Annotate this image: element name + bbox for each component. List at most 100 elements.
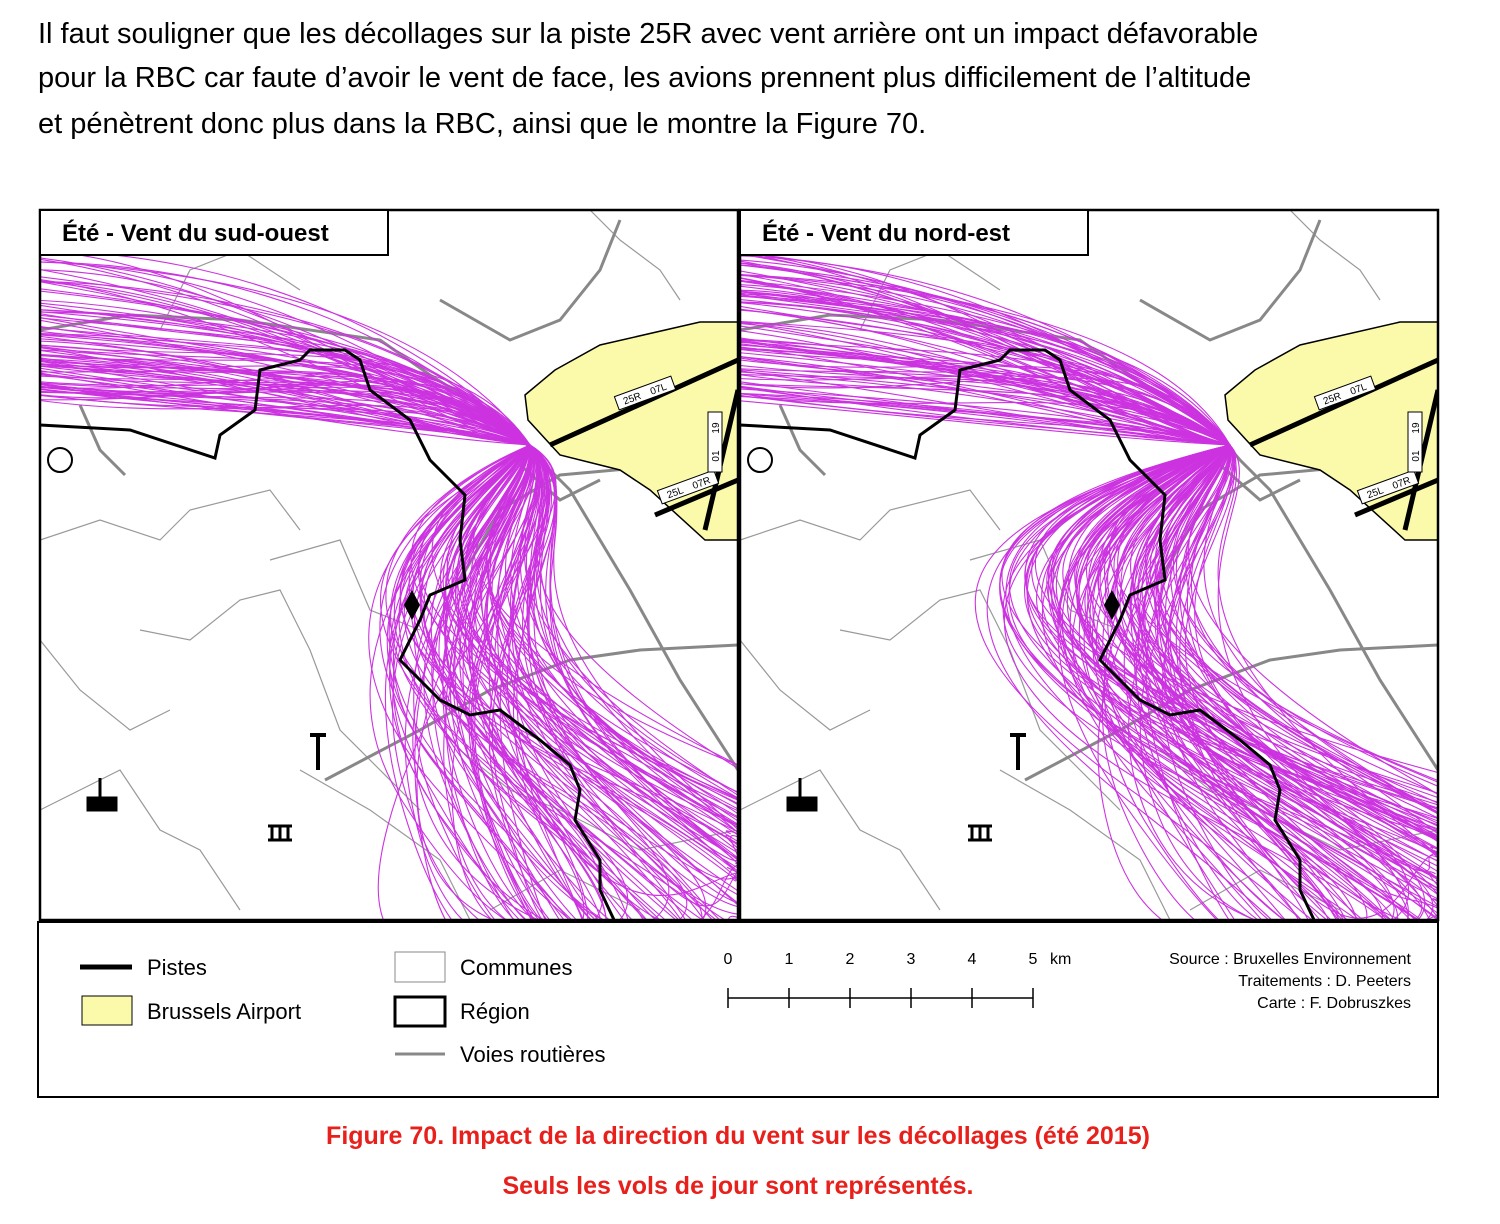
flight-track	[740, 291, 1231, 446]
flight-track	[1113, 444, 1438, 842]
scale-label: 4	[968, 951, 977, 968]
flight-track	[1078, 444, 1344, 920]
commune-border	[159, 249, 301, 331]
flight-track	[1097, 444, 1231, 920]
icon	[968, 824, 992, 842]
commune-border	[589, 210, 681, 301]
flight-track	[1069, 444, 1300, 920]
flight-track	[418, 444, 738, 826]
credit-line: Carte : F. Dobruszkes	[1257, 995, 1411, 1012]
runway-label-box	[707, 411, 723, 473]
flight-track	[379, 444, 570, 920]
flight-track	[528, 444, 738, 861]
flight-track	[740, 383, 1231, 446]
flight-track	[740, 339, 1231, 446]
commune-border	[139, 589, 421, 811]
flight-track	[740, 250, 1231, 446]
flight-track	[412, 444, 738, 846]
flight-track	[510, 444, 738, 801]
runway-label-text: 01	[1411, 450, 1422, 462]
flight-track	[1132, 444, 1438, 857]
flight-track	[1095, 444, 1314, 920]
flight-track	[483, 444, 629, 920]
paragraph-line: Il faut souligner que les décollages sur…	[38, 18, 1259, 50]
commune-border	[740, 489, 1001, 541]
flight-track	[1075, 444, 1399, 920]
flight-track	[740, 356, 1231, 446]
flight-track	[431, 444, 561, 920]
flight-track	[740, 293, 1231, 446]
flight-track	[421, 444, 738, 896]
flight-track	[740, 395, 1231, 446]
flight-track	[1078, 444, 1438, 900]
flight-track	[1169, 444, 1337, 920]
runway	[1354, 477, 1438, 518]
flight-track	[740, 348, 1231, 446]
flight-track	[740, 295, 1231, 446]
flight-track	[40, 261, 531, 446]
flight-track	[1184, 444, 1438, 909]
icon	[747, 447, 773, 473]
flight-track	[512, 444, 738, 865]
flight-track	[1050, 444, 1438, 833]
scale-unit: km	[1050, 951, 1071, 968]
flight-track	[1116, 444, 1438, 842]
flight-track	[1059, 444, 1438, 908]
map-title-box	[739, 209, 1089, 256]
flight-track	[439, 444, 738, 801]
flight-track	[410, 444, 667, 920]
flight-track	[474, 444, 543, 920]
commune-border	[299, 769, 471, 920]
flight-track	[740, 264, 1231, 446]
flight-track	[1107, 444, 1438, 862]
flight-track	[40, 280, 531, 446]
flight-track	[1190, 444, 1438, 795]
flight-track	[1058, 444, 1392, 920]
flight-track	[740, 341, 1231, 446]
flight-track	[40, 367, 531, 446]
flight-track	[999, 444, 1419, 920]
runway	[654, 477, 738, 518]
flight-track	[740, 356, 1231, 446]
flight-track	[740, 302, 1231, 446]
flight-track	[1164, 444, 1410, 920]
flight-track	[40, 333, 531, 446]
flight-track	[1071, 444, 1329, 920]
commune-border	[40, 639, 171, 731]
flight-track	[524, 444, 738, 796]
flight-track	[1041, 444, 1434, 920]
commune-border	[839, 589, 1121, 811]
scale-label: 1	[785, 951, 794, 968]
road	[1139, 219, 1322, 342]
flight-track	[496, 444, 738, 904]
flight-track	[740, 273, 1231, 446]
flight-track	[1086, 444, 1357, 920]
runway	[548, 357, 738, 448]
scale-label: 3	[907, 951, 916, 968]
flight-track	[1145, 444, 1438, 815]
flight-track	[40, 353, 531, 446]
commune-border	[859, 249, 1001, 331]
flight-track	[472, 444, 738, 766]
legend-symbol	[81, 995, 133, 1026]
credit-line: Traitements : D. Peeters	[1238, 973, 1411, 990]
scale-label: 0	[724, 951, 733, 968]
flight-track	[1154, 444, 1438, 804]
flight-track	[1161, 444, 1270, 920]
flight-track	[40, 369, 531, 446]
flight-track	[1164, 444, 1303, 920]
caption-line: Figure 70. Impact de la direction du ven…	[326, 1122, 1150, 1150]
flight-track	[1135, 444, 1260, 920]
flight-track	[459, 444, 583, 920]
flight-track	[506, 444, 589, 920]
flight-track	[1099, 444, 1438, 794]
flight-track	[456, 444, 738, 892]
flight-track	[486, 444, 738, 793]
flight-track	[1035, 444, 1438, 837]
commune-border	[740, 639, 871, 731]
flight-track	[740, 321, 1231, 446]
flight-track	[505, 444, 738, 852]
